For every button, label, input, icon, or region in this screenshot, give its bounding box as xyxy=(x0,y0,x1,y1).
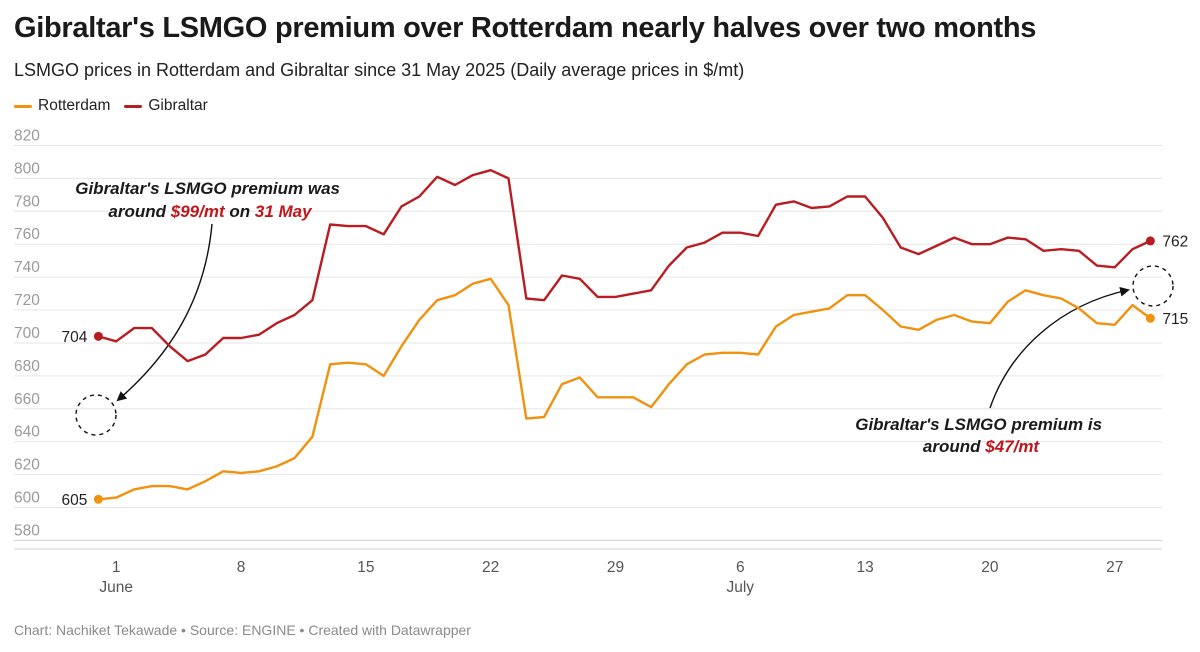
annotation-end: Gibraltar's LSMGO premium is around $47/… xyxy=(855,415,1107,456)
y-tick-label: 700 xyxy=(14,325,40,342)
annotation-text: around xyxy=(108,202,170,221)
annotation-text: Gibraltar's LSMGO premium was xyxy=(75,179,340,198)
series-line-rotterdam xyxy=(97,277,1152,501)
highlight-circle-end xyxy=(1132,265,1174,307)
legend-label-gibraltar: Gibraltar xyxy=(148,97,208,114)
end-label-gibraltar: 762 xyxy=(1162,233,1188,250)
start-point-rotterdam xyxy=(93,494,103,504)
annotation-end-line-1: Gibraltar's LSMGO premium is xyxy=(855,415,1102,434)
annotation-end-line-2: around $47/mt xyxy=(923,437,1041,456)
y-tick-label: 640 xyxy=(14,424,40,441)
x-tick-label: 6 xyxy=(736,559,745,576)
x-tick-label: 20 xyxy=(981,559,999,576)
x-tick-label: 29 xyxy=(607,559,624,576)
start-label-gibraltar: 704 xyxy=(62,329,88,346)
y-tick-label: 720 xyxy=(14,292,40,309)
x-tick-label: 13 xyxy=(856,559,873,576)
end-label-rotterdam: 715 xyxy=(1162,311,1188,328)
annotation-highlight: 31 May xyxy=(255,202,313,221)
legend-label-rotterdam: Rotterdam xyxy=(38,97,111,114)
x-tick-sublabel: July xyxy=(726,579,754,596)
highlight-circle-start xyxy=(75,394,117,436)
annotation-highlight: $99/mt xyxy=(170,202,226,221)
annotation-arrow-start xyxy=(116,223,213,402)
annotation-start-line-2: around $99/mt on 31 May xyxy=(108,202,313,221)
series-line-gibraltar xyxy=(97,168,1152,363)
annotation-arrow-end xyxy=(989,286,1130,409)
annotation-start-line-1: Gibraltar's LSMGO premium was xyxy=(75,179,340,198)
y-tick-label: 680 xyxy=(14,358,40,375)
x-tick-label: 27 xyxy=(1106,559,1123,576)
chart-title: Gibraltar's LSMGO premium over Rotterdam… xyxy=(14,12,1037,44)
y-tick-label: 580 xyxy=(14,522,40,539)
y-tick-label: 760 xyxy=(14,226,40,243)
x-tick-label: 1 xyxy=(112,559,121,576)
y-tick-label: 620 xyxy=(14,457,40,474)
annotation-text: on xyxy=(225,202,255,221)
annotation-highlight: $47/mt xyxy=(984,437,1040,456)
legend-item-rotterdam: Rotterdam xyxy=(14,97,110,115)
legend-swatch-gibraltar xyxy=(124,104,143,108)
y-tick-label: 800 xyxy=(14,160,40,177)
y-tick-label: 820 xyxy=(14,127,40,144)
start-point-gibraltar xyxy=(93,331,103,341)
start-label-rotterdam: 605 xyxy=(62,492,88,509)
legend: Rotterdam Gibraltar xyxy=(14,97,208,115)
y-tick-label: 660 xyxy=(14,391,40,408)
x-tick-label: 8 xyxy=(237,559,246,576)
y-tick-label: 740 xyxy=(14,259,40,276)
end-point-rotterdam xyxy=(1145,313,1155,323)
end-point-gibraltar xyxy=(1145,236,1155,246)
x-tick-label: 22 xyxy=(482,559,499,576)
annotation-start: Gibraltar's LSMGO premium was around $99… xyxy=(75,179,345,221)
y-tick-label: 600 xyxy=(14,490,40,507)
x-tick-sublabel: June xyxy=(99,579,133,596)
legend-swatch-rotterdam xyxy=(14,104,32,108)
chart-footer: Chart: Nachiket Tekawade • Source: ENGIN… xyxy=(14,622,471,638)
annotation-text: around xyxy=(923,437,985,456)
x-tick-label: 15 xyxy=(357,559,374,576)
legend-item-gibraltar: Gibraltar xyxy=(124,97,208,115)
y-tick-label: 780 xyxy=(14,193,40,210)
annotation-text: Gibraltar's LSMGO premium is xyxy=(855,415,1102,434)
chart-subtitle: LSMGO prices in Rotterdam and Gibraltar … xyxy=(14,60,745,80)
